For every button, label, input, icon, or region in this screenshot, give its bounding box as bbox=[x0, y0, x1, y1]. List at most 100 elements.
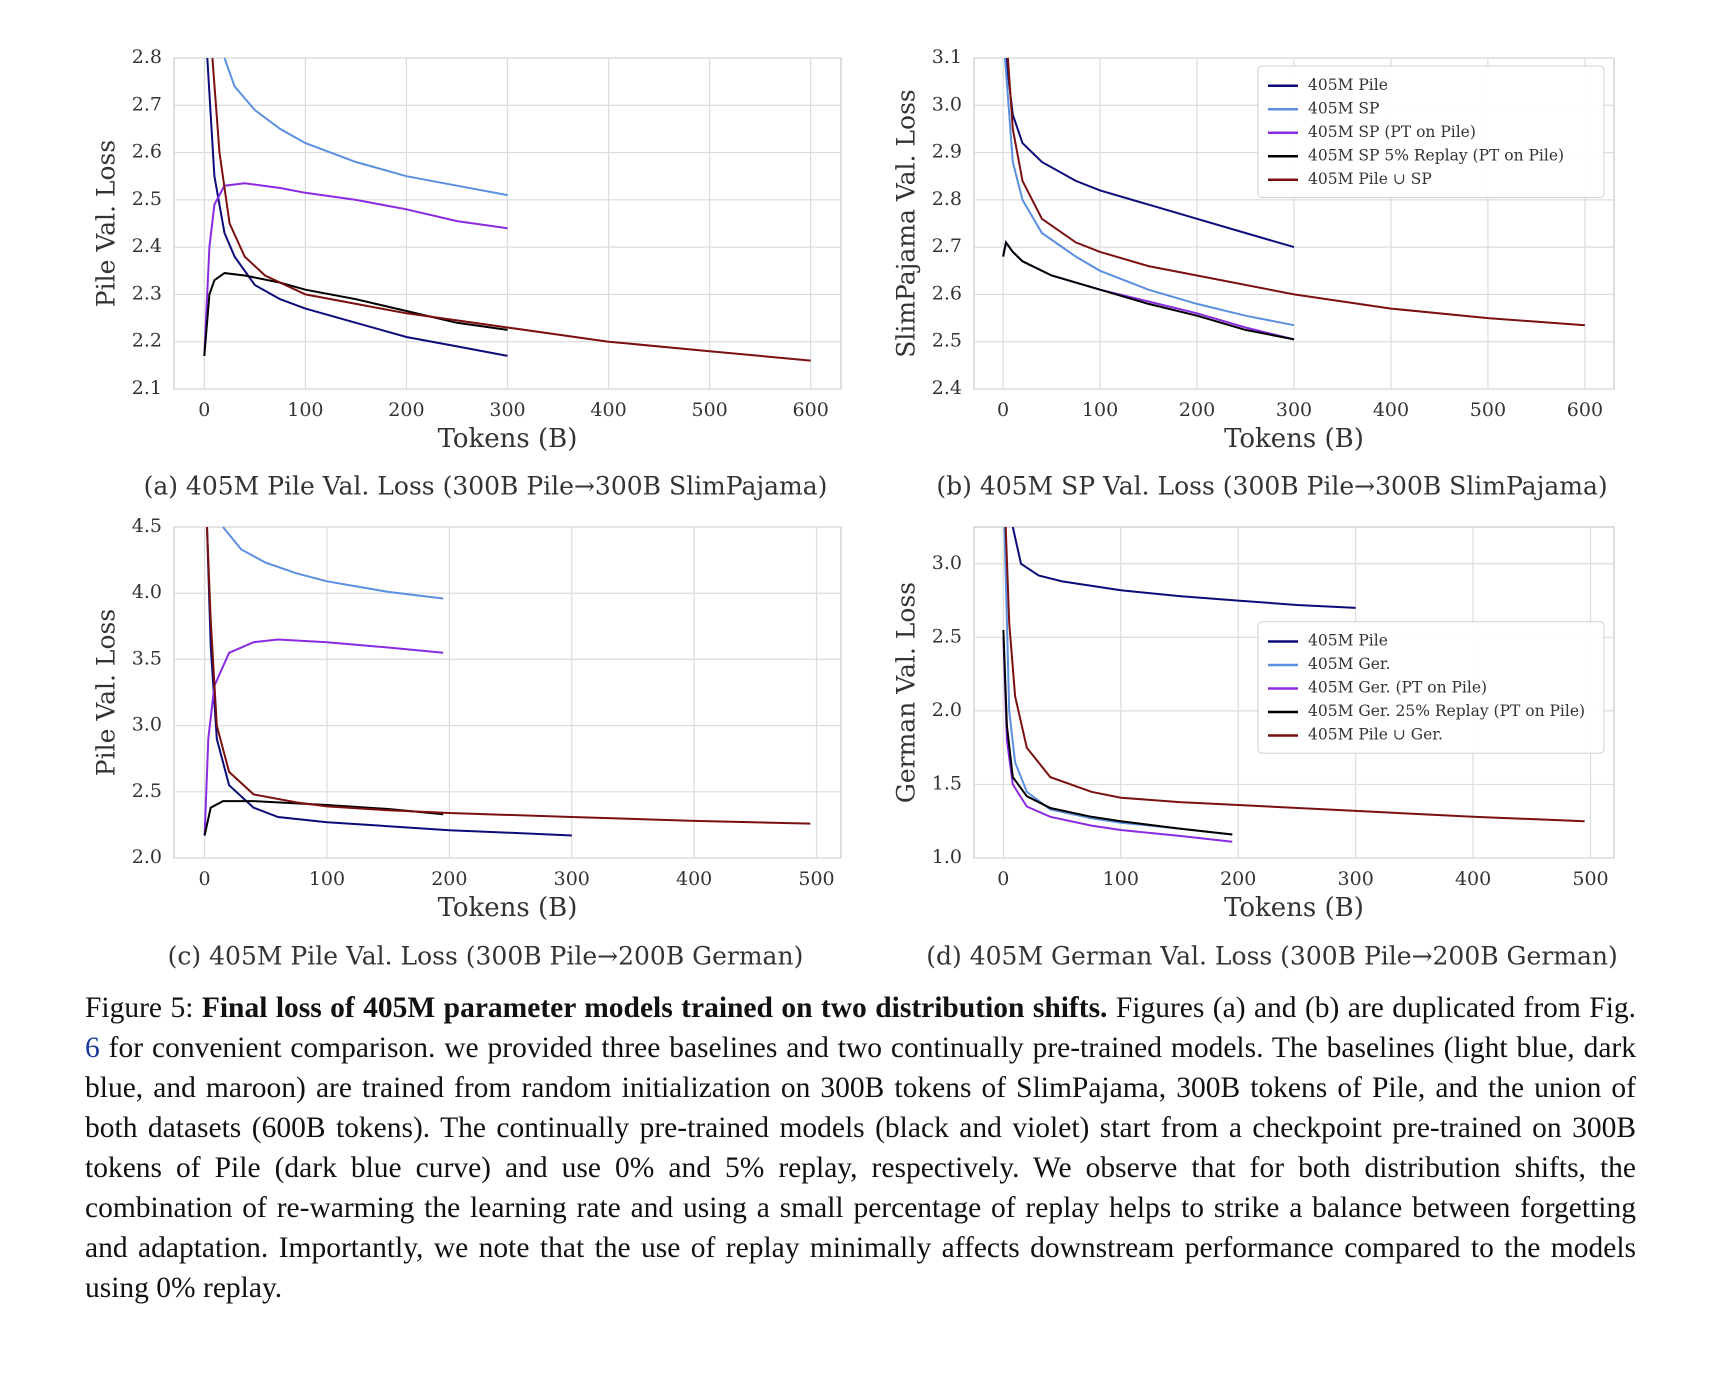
x-tick-label: 500 bbox=[1470, 399, 1506, 421]
x-tick-label: 600 bbox=[1567, 399, 1603, 421]
line bbox=[1002, 239, 1295, 341]
y-tick-label: 2.0 bbox=[132, 846, 162, 868]
line bbox=[206, 526, 811, 825]
y-tick-label: 2.5 bbox=[932, 625, 962, 647]
figure-caption: Figure 5: Final loss of 405M parameter m… bbox=[85, 988, 1636, 1308]
line bbox=[203, 800, 444, 836]
x-axis-label: Tokens (B) bbox=[1224, 893, 1364, 923]
subfigure-caption: (a) 405M Pile Val. Loss (300B Pile→300B … bbox=[144, 472, 828, 501]
y-tick-label: 1.5 bbox=[932, 772, 962, 794]
subfigure-caption: (d) 405M German Val. Loss (300B Pile→200… bbox=[926, 942, 1617, 971]
y-axis-label: Pile Val. Loss bbox=[92, 609, 121, 776]
legend-box bbox=[1257, 65, 1605, 198]
y-axis-label: Pile Val. Loss bbox=[92, 140, 121, 307]
line bbox=[1002, 637, 1233, 843]
legend-label: 405M SP 5% Replay (PT on Pile) bbox=[1308, 146, 1564, 164]
line bbox=[222, 526, 444, 600]
x-tick-label: 200 bbox=[1220, 868, 1256, 890]
y-tick-label: 4.0 bbox=[132, 581, 162, 603]
y-tick-label: 2.5 bbox=[132, 188, 162, 210]
line bbox=[211, 57, 811, 362]
x-tick-label: 100 bbox=[1103, 868, 1139, 890]
y-tick-label: 3.1 bbox=[932, 46, 962, 68]
x-tick-label: 400 bbox=[1373, 399, 1409, 421]
legend-label: 405M SP bbox=[1308, 99, 1379, 117]
plot-area bbox=[173, 526, 842, 859]
x-tick-label: 400 bbox=[676, 868, 712, 890]
legend-label: 405M Ger. 25% Replay (PT on Pile) bbox=[1308, 702, 1585, 720]
y-tick-label: 2.2 bbox=[132, 330, 162, 352]
chart: 0 100 200 300 400 500 1.0 1.5 2.0 2.5 3.0 Tokens (B… bbox=[892, 526, 1618, 971]
y-tick-label: 3.0 bbox=[932, 552, 962, 574]
legend: 405M Pile 405M SP 405M SP (PT on Pile) 405M… bbox=[1257, 65, 1605, 198]
line bbox=[1006, 57, 1585, 327]
y-tick-label: 2.7 bbox=[932, 235, 962, 257]
chart: 0 100 200 300 400 500 2.0 2.5 3.0 3.5 4.0 4.5 Tokens… bbox=[92, 515, 842, 971]
y-tick-label: 3.0 bbox=[132, 714, 162, 736]
x-tick-label: 500 bbox=[1572, 868, 1608, 890]
y-tick-label: 2.3 bbox=[132, 282, 162, 304]
y-tick-label: 2.8 bbox=[932, 188, 962, 210]
y-axis-label: SlimPajama Val. Loss bbox=[892, 89, 921, 358]
legend-label: 405M Pile ∪ Ger. bbox=[1308, 726, 1443, 744]
y-tick-label: 2.4 bbox=[932, 377, 962, 399]
line bbox=[206, 57, 508, 357]
legend-label: 405M Ger. bbox=[1308, 655, 1391, 673]
caption-text: for convenient comparison. we provided t… bbox=[85, 1032, 1637, 1304]
subfigure-caption: (b) 405M SP Val. Loss (300B Pile→300B Sl… bbox=[936, 472, 1607, 501]
legend: 405M Pile 405M Ger. 405M Ger. (PT on Pile)… bbox=[1257, 621, 1605, 754]
caption-label: Figure 5: bbox=[85, 992, 194, 1024]
legend-label: 405M Ger. (PT on Pile) bbox=[1308, 679, 1487, 697]
y-tick-label: 2.6 bbox=[132, 141, 162, 163]
x-tick-label: 100 bbox=[1082, 399, 1118, 421]
legend-label: 405M Pile bbox=[1308, 632, 1388, 650]
y-tick-label: 2.5 bbox=[132, 780, 162, 802]
y-tick-label: 2.5 bbox=[932, 330, 962, 352]
x-tick-label: 600 bbox=[793, 399, 829, 421]
legend-label: 405M Pile ∪ SP bbox=[1308, 170, 1432, 188]
chart: 0 100 200 300 400 500 600 2.4 2.5 2.6 2.7 2.8 2.9 3.0… bbox=[892, 46, 1615, 501]
x-axis-label: Tokens (B) bbox=[438, 424, 578, 454]
x-tick-label: 0 bbox=[198, 399, 210, 421]
legend-box bbox=[1257, 621, 1605, 754]
x-tick-label: 300 bbox=[554, 868, 590, 890]
line bbox=[1004, 526, 1585, 823]
line bbox=[1002, 629, 1233, 836]
line bbox=[203, 182, 508, 356]
x-tick-label: 300 bbox=[1338, 868, 1374, 890]
x-tick-label: 0 bbox=[199, 868, 211, 890]
y-tick-label: 2.9 bbox=[932, 141, 962, 163]
line bbox=[223, 57, 508, 197]
caption-text: Figures (a) and (b) are duplicated from … bbox=[1115, 992, 1637, 1024]
x-tick-label: 500 bbox=[691, 399, 727, 421]
y-tick-label: 3.0 bbox=[932, 93, 962, 115]
x-tick-label: 100 bbox=[309, 868, 345, 890]
y-tick-label: 2.6 bbox=[932, 282, 962, 304]
x-axis-label: Tokens (B) bbox=[438, 893, 578, 923]
y-tick-label: 4.5 bbox=[132, 515, 162, 537]
legend-label: 405M SP (PT on Pile) bbox=[1308, 123, 1476, 141]
x-tick-label: 500 bbox=[798, 868, 834, 890]
line bbox=[1011, 526, 1356, 609]
subfigure-caption: (c) 405M Pile Val. Loss (300B Pile→200B … bbox=[168, 942, 804, 971]
caption-title: Final loss of 405M parameter models trai… bbox=[201, 992, 1108, 1024]
x-tick-label: 200 bbox=[1179, 399, 1215, 421]
x-axis-label: Tokens (B) bbox=[1224, 424, 1364, 454]
x-tick-label: 300 bbox=[1276, 399, 1312, 421]
y-tick-label: 2.0 bbox=[932, 699, 962, 721]
y-axis-label: German Val. Loss bbox=[892, 582, 921, 803]
x-tick-label: 0 bbox=[997, 399, 1009, 421]
legend-label: 405M Pile bbox=[1308, 76, 1388, 94]
x-tick-label: 200 bbox=[388, 399, 424, 421]
line bbox=[203, 638, 444, 836]
x-tick-label: 300 bbox=[489, 399, 525, 421]
x-tick-label: 200 bbox=[431, 868, 467, 890]
y-tick-label: 1.0 bbox=[932, 846, 962, 868]
x-tick-label: 400 bbox=[1455, 868, 1491, 890]
chart: 0 100 200 300 400 500 600 2.1 2.2 2.3 2.4 2.5 2.6 2.7… bbox=[92, 46, 842, 501]
y-tick-label: 2.8 bbox=[132, 46, 162, 68]
figure: 0 100 200 300 400 500 600 2.1 2.2 2.3 2.4 2.5 2.6 2.7… bbox=[92, 46, 1618, 971]
figure-ref[interactable]: 6 bbox=[85, 1032, 100, 1064]
y-tick-label: 3.5 bbox=[132, 647, 162, 669]
